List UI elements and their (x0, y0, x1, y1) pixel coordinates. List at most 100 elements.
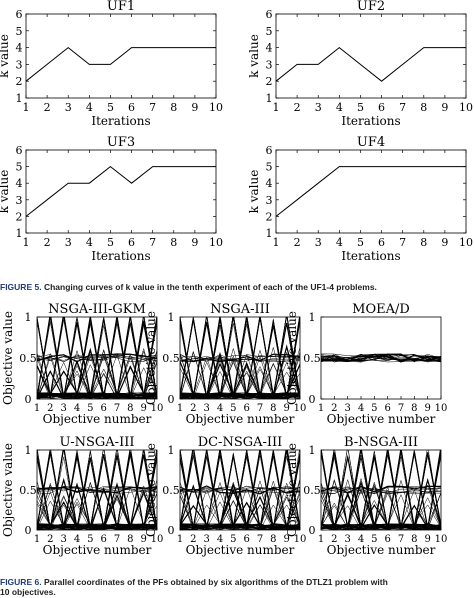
x-tick-label: 2 (47, 534, 53, 545)
objective-vector-line (180, 353, 300, 362)
x-tick-label: 4 (217, 403, 223, 414)
x-tick-label: 7 (398, 403, 404, 414)
x-tick-label: 10 (435, 403, 448, 414)
y-tick-label: 0.5 (162, 352, 180, 365)
x-tick-label: 9 (140, 534, 146, 545)
plot-title: NSGA-III-GKM (48, 302, 146, 317)
y-tick-label: 1 (168, 311, 175, 324)
objective-vector-line (321, 355, 441, 361)
objective-vector-line (321, 487, 441, 495)
y-tick-label: 1 (266, 227, 273, 240)
x-tick-label: 8 (127, 534, 133, 545)
x-tick-label: 3 (60, 534, 66, 545)
x-tick-label: 1 (318, 403, 324, 414)
k-value-series-line (275, 166, 466, 217)
objective-vector-line (321, 353, 441, 361)
plot-title: DC-NSGA-III (198, 435, 283, 450)
x-tick-label: 1 (273, 101, 280, 114)
y-tick-label: 3 (266, 194, 273, 207)
x-tick-label: 4 (217, 534, 223, 545)
x-tick-label: 2 (331, 403, 337, 414)
objective-vector-line (321, 354, 441, 362)
x-tick-label: 7 (257, 403, 263, 414)
objective-vector-line (180, 317, 300, 399)
y-axis-label: Objective value (1, 443, 15, 537)
x-tick-label: 6 (384, 534, 390, 545)
x-tick-label: 9 (283, 403, 289, 414)
x-tick-label: 2 (47, 403, 53, 414)
y-tick-label: 2 (16, 210, 23, 223)
x-tick-label: 1 (273, 236, 280, 249)
y-tick-label: 1 (168, 444, 175, 457)
x-tick-label: 6 (128, 101, 135, 114)
x-tick-label: 7 (399, 236, 406, 249)
objective-vector-line (321, 486, 441, 530)
parallel-coordinate-traces (321, 353, 441, 363)
plot-title: UF1 (107, 0, 135, 14)
x-axis-label: Iterations (91, 114, 150, 128)
x-tick-label: 3 (315, 101, 322, 114)
objective-vector-line (37, 484, 157, 530)
objective-vector-line (37, 354, 157, 363)
x-tick-label: 5 (371, 534, 377, 545)
objective-vector-line (180, 485, 300, 493)
y-tick-label: 0 (309, 393, 316, 406)
y-tick-label: 0.5 (303, 484, 321, 497)
x-axis-label: Iterations (91, 249, 150, 263)
x-tick-label: 2 (44, 236, 51, 249)
x-tick-label: 3 (344, 534, 350, 545)
y-tick-label: 0 (25, 393, 32, 406)
x-tick-label: 1 (23, 101, 30, 114)
objective-vector-line (321, 497, 441, 530)
x-tick-label: 10 (209, 101, 223, 114)
x-tick-label: 5 (87, 403, 93, 414)
objective-vector-line (37, 486, 157, 492)
x-tick-label: 6 (243, 403, 249, 414)
parallel-coordinate-traces (180, 450, 300, 530)
x-tick-label: 3 (203, 403, 209, 414)
x-tick-label: 5 (230, 403, 236, 414)
x-tick-label: 5 (230, 534, 236, 545)
objective-vector-line (180, 485, 300, 494)
objective-vector-line (321, 492, 441, 530)
objective-vector-line (321, 486, 441, 494)
objective-vector-line (180, 354, 300, 363)
x-tick-label: 9 (424, 534, 430, 545)
objective-vector-line (321, 354, 441, 362)
plot-frame (25, 13, 217, 99)
x-tick-label: 1 (34, 403, 40, 414)
x-tick-label: 5 (357, 101, 364, 114)
figure6-caption-text-2: 10 objectives. (0, 587, 56, 597)
x-tick-label: 10 (294, 534, 307, 545)
x-tick-label: 4 (74, 403, 80, 414)
y-tick-label: 0 (168, 393, 175, 406)
y-tick-label: 1 (309, 311, 316, 324)
objective-vector-line (321, 477, 441, 530)
x-tick-label: 7 (398, 534, 404, 545)
y-tick-label: 5 (266, 161, 273, 174)
y-tick-label: 2 (266, 75, 273, 88)
x-tick-label: 2 (44, 101, 51, 114)
x-tick-label: 2 (190, 403, 196, 414)
x-tick-label: 3 (65, 236, 72, 249)
x-tick-label: 7 (114, 534, 120, 545)
y-tick-label: 4 (16, 42, 23, 55)
x-tick-label: 7 (149, 101, 156, 114)
x-tick-label: 9 (441, 236, 448, 249)
y-tick-label: 3 (16, 58, 23, 71)
k-value-series-line (25, 165, 216, 217)
objective-vector-line (37, 485, 157, 494)
x-tick-label: 4 (74, 534, 80, 545)
objective-vector-line (37, 486, 157, 492)
x-tick-label: 10 (435, 534, 448, 545)
y-tick-label: 4 (266, 42, 273, 55)
x-tick-label: 6 (100, 534, 106, 545)
objective-vector-line (321, 485, 441, 494)
objective-vector-line (180, 356, 300, 398)
x-tick-label: 8 (270, 534, 276, 545)
plot-frame (275, 13, 467, 99)
x-tick-label: 3 (60, 403, 66, 414)
y-axis-label: Objective value (1, 311, 15, 405)
y-axis-label: Objective value (144, 443, 158, 537)
x-tick-label: 8 (170, 236, 177, 249)
